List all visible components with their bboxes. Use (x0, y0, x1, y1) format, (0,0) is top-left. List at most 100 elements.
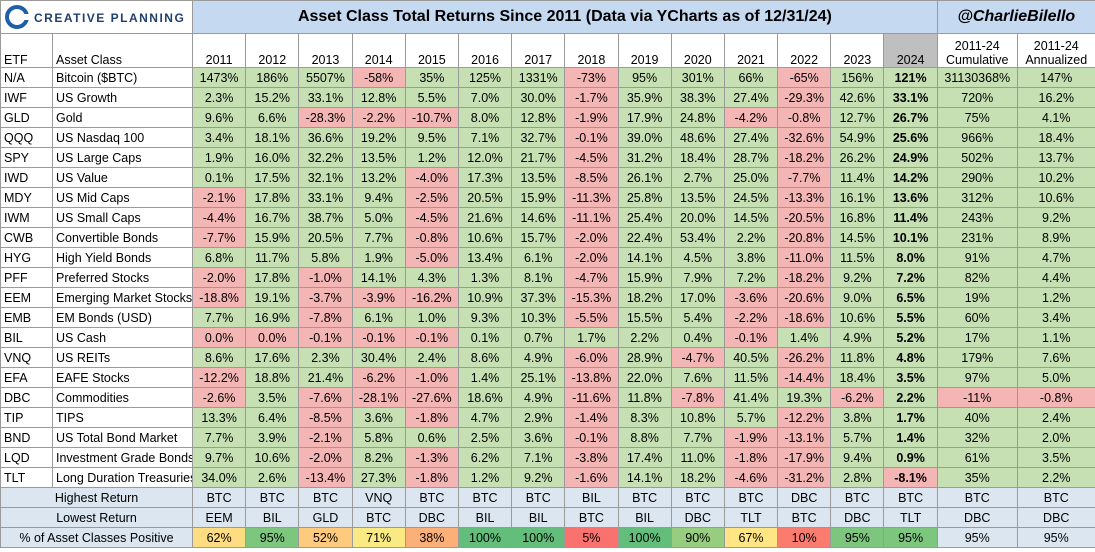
return-cell: 2.2% (617, 327, 672, 348)
data-row: IWD US Value 0.1% 17.5% 32.1% 13.2% -4.0% 17.3%… (0, 167, 1095, 188)
return-cell: 35% (404, 67, 459, 88)
return-cell: 13.5% (511, 167, 566, 188)
return-cell: 7.7% (670, 427, 725, 448)
return-cell: 13.4% (457, 247, 513, 268)
return-cell: 7.6% (1016, 347, 1095, 368)
return-cell: 39.0% (617, 127, 672, 148)
return-cell: 24.5% (723, 187, 779, 208)
return-cell: 3.9% (245, 427, 300, 448)
return-cell: -26.2% (777, 347, 832, 368)
data-row: TIP TIPS 13.3% 6.4% -8.5% 3.6% -1.8% 4.7% 2.9% -1… (0, 407, 1095, 428)
return-cell: 24.9% (883, 147, 938, 168)
return-cell: 16.2% (1016, 87, 1095, 108)
return-cell: 0.9% (883, 447, 938, 468)
return-cell: 720% (936, 87, 1018, 108)
return-cell: 3.6% (351, 407, 406, 428)
return-cell: 19.2% (351, 127, 406, 148)
return-cell: -1.8% (404, 467, 459, 488)
return-cell: -1.8% (723, 447, 779, 468)
return-cell: -11.6% (564, 387, 619, 408)
return-cell: 2.2% (1016, 467, 1095, 488)
return-cell: 4.1% (1016, 107, 1095, 128)
data-row: VNQ US REITs 8.6% 17.6% 2.3% 30.4% 2.4% 8.6% 4.9… (0, 347, 1095, 368)
return-cell: 33.1% (883, 87, 938, 108)
return-cell: 6.4% (245, 407, 300, 428)
return-cell: -4.6% (723, 467, 779, 488)
return-cell: -14.4% (777, 367, 832, 388)
return-cell: -11.1% (564, 207, 619, 228)
return-cell: 8.9% (1016, 227, 1095, 248)
return-cell: 6.8% (191, 247, 247, 268)
summary-cell: BTC (457, 487, 513, 508)
return-cell: 5.7% (723, 407, 779, 428)
return-cell: 8.0% (457, 107, 513, 128)
return-cell: 1.3% (457, 267, 513, 288)
return-cell: -28.1% (351, 387, 406, 408)
return-cell: 7.6% (670, 367, 725, 388)
column-header: 2024 (883, 33, 938, 68)
return-cell: 10.6% (1016, 187, 1095, 208)
etf: EMB (0, 307, 53, 328)
logo-cell: CREATIVE PLANNING (0, 0, 193, 34)
return-cell: -0.8% (404, 227, 459, 248)
asset-class: US Growth (52, 87, 193, 108)
return-cell: 7.2% (883, 267, 938, 288)
return-cell: 1.7% (564, 327, 619, 348)
summary-cell: 10% (777, 527, 832, 548)
return-cell: 11.8% (830, 347, 885, 368)
header-row: CREATIVE PLANNING Asset Class Total Retu… (0, 0, 1095, 34)
return-cell: -0.1% (564, 427, 619, 448)
summary-cell: TLT (883, 507, 938, 528)
return-cell: 54.9% (830, 127, 885, 148)
return-cell: 66% (723, 67, 779, 88)
summary-cell: GLD (298, 507, 353, 528)
return-cell: 3.5% (1016, 447, 1095, 468)
return-cell: -2.5% (404, 187, 459, 208)
return-cell: -28.3% (298, 107, 353, 128)
return-cell: 5.8% (351, 427, 406, 448)
asset-class: US REITs (52, 347, 193, 368)
asset-class: US Nasdaq 100 (52, 127, 193, 148)
return-cell: 1.2% (1016, 287, 1095, 308)
return-cell: -18.2% (777, 267, 832, 288)
return-cell: -16.2% (404, 287, 459, 308)
return-cell: 20.0% (670, 207, 725, 228)
return-cell: 16.9% (245, 307, 300, 328)
return-cell: 5.5% (404, 87, 459, 108)
etf: LQD (0, 447, 53, 468)
return-cell: -7.8% (670, 387, 725, 408)
return-cell: -12.2% (777, 407, 832, 428)
summary-cell: BTC (617, 487, 672, 508)
return-cell: -1.3% (404, 447, 459, 468)
return-cell: 10.8% (670, 407, 725, 428)
return-cell: 38.7% (298, 207, 353, 228)
return-cell: 17.4% (617, 447, 672, 468)
column-header: 2013 (298, 33, 353, 68)
return-cell: 9.2% (830, 267, 885, 288)
return-cell: 18.4% (670, 147, 725, 168)
return-cell: -13.3% (777, 187, 832, 208)
return-cell: 32.1% (298, 167, 353, 188)
return-cell: 1473% (191, 67, 247, 88)
return-cell: -8.1% (883, 467, 938, 488)
return-cell: -2.0% (191, 267, 247, 288)
return-cell: 9.3% (457, 307, 513, 328)
return-cell: 34.0% (191, 467, 247, 488)
return-cell: 61% (936, 447, 1018, 468)
return-cell: 32.7% (511, 127, 566, 148)
column-header: 2011-24 Cumulative (936, 33, 1018, 68)
return-cell: 2.5% (457, 427, 513, 448)
summary-cell: BTC (298, 487, 353, 508)
return-cell: 301% (670, 67, 725, 88)
return-cell: 3.5% (245, 387, 300, 408)
etf: EFA (0, 367, 53, 388)
column-header: 2011 (191, 33, 247, 68)
return-cell: 30.4% (351, 347, 406, 368)
summary-cell: EEM (191, 507, 247, 528)
return-cell: 12.0% (457, 147, 513, 168)
summary-cell: BTC (511, 487, 566, 508)
logo: CREATIVE PLANNING (5, 5, 184, 29)
summary-row: Highest Return BTC BTC BTC VNQ BTC BTC BTC BIL BT… (0, 487, 1095, 508)
return-cell: 3.4% (1016, 307, 1095, 328)
